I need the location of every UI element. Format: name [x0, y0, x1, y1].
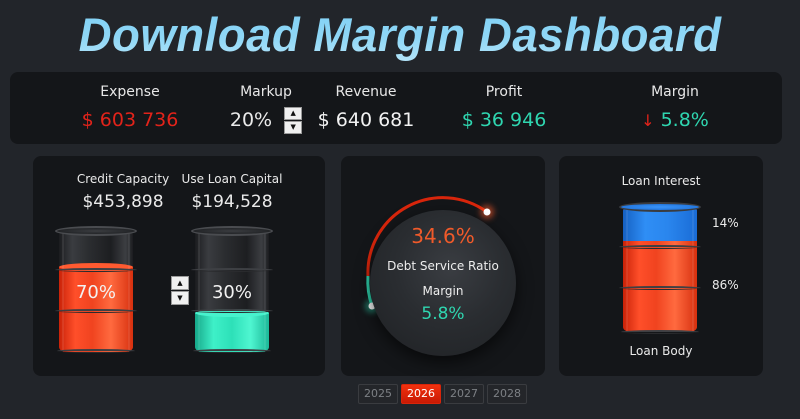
- markup-decrease-button[interactable]: ▼: [284, 121, 303, 134]
- capital-split-increase-button[interactable]: ▲: [171, 276, 189, 290]
- debt-service-ratio-value: 34.6%: [411, 224, 475, 248]
- revenue-value: $ 640 681: [317, 109, 415, 131]
- gauge-disc: [370, 210, 516, 356]
- dashboard-title: Download Margin Dashboard: [12, 6, 788, 64]
- gauge-panel: 34.6% Debt Service Ratio Margin 5.8%: [341, 156, 545, 376]
- loan-panel: Loan Interest 14% 86% Loan Body: [559, 156, 763, 376]
- margin-label: Margin: [651, 84, 699, 100]
- use-loan-capital-value: $194,528: [191, 192, 273, 212]
- arrow-down-icon: ↓: [641, 111, 655, 130]
- year-button-2025[interactable]: 2025: [358, 384, 398, 404]
- capital-split-stepper[interactable]: ▲ ▼: [171, 276, 189, 305]
- credit-capacity-label: Credit Capacity: [76, 172, 170, 186]
- kpi-profit: Profit $ 36 946: [444, 82, 564, 134]
- kpi-expense: Expense $ 603 736: [70, 82, 190, 134]
- kpi-markup: Markup 20% ▲ ▼: [206, 82, 326, 134]
- use-loan-capital-label: Use Loan Capital: [181, 172, 283, 186]
- expense-value: $ 603 736: [81, 109, 179, 131]
- profit-value: $ 36 946: [461, 109, 547, 131]
- loan-barrel: [619, 202, 701, 336]
- year-button-2026[interactable]: 2026: [401, 384, 441, 404]
- loan-interest-percent: 14%: [712, 216, 739, 230]
- caret-up-icon: ▲: [290, 109, 296, 117]
- markup-value: 20%: [229, 109, 273, 131]
- debt-service-ratio-label: Debt Service Ratio: [387, 259, 499, 273]
- caret-down-icon: ▼: [177, 293, 183, 302]
- margin-value: 5.8%: [660, 109, 709, 131]
- profit-label: Profit: [485, 84, 523, 100]
- markup-label: Markup: [240, 84, 292, 100]
- markup-increase-button[interactable]: ▲: [284, 107, 303, 120]
- expense-label: Expense: [100, 84, 160, 100]
- gauge-margin-value: 5.8%: [421, 304, 465, 324]
- credit-capacity-value: $453,898: [82, 192, 164, 212]
- caret-up-icon: ▲: [177, 278, 183, 287]
- loan-interest-label: Loan Interest: [621, 174, 701, 188]
- margin-row: ↓ 5.8%: [615, 106, 735, 134]
- loan-body-label: Loan Body: [629, 344, 693, 358]
- debt-service-gauge-ring: [365, 196, 494, 313]
- revenue-label: Revenue: [335, 84, 397, 100]
- gauge-end-marker: [483, 208, 491, 216]
- year-button-2028[interactable]: 2028: [487, 384, 527, 404]
- use-loan-capital-percent: 30%: [211, 282, 252, 303]
- caret-down-icon: ▼: [290, 123, 296, 131]
- markup-row: 20% ▲ ▼: [206, 106, 326, 134]
- year-button-2027[interactable]: 2027: [444, 384, 484, 404]
- kpi-margin: Margin ↓ 5.8%: [615, 82, 735, 134]
- use-loan-capital-barrel: 30%: [191, 226, 273, 356]
- markup-stepper[interactable]: ▲ ▼: [284, 107, 303, 134]
- credit-capacity-percent: 70%: [75, 282, 116, 303]
- kpi-bar: Expense $ 603 736 Markup 20% ▲ ▼ Revenue…: [10, 72, 782, 144]
- kpi-revenue: Revenue $ 640 681: [306, 82, 426, 134]
- loan-body-percent: 86%: [712, 278, 739, 292]
- credit-panel: Credit Capacity $453,898 Use Loan Capita…: [33, 156, 325, 376]
- gauge-margin-label: Margin: [422, 284, 464, 298]
- capital-split-decrease-button[interactable]: ▼: [171, 291, 189, 305]
- credit-capacity-barrel: 70%: [55, 226, 137, 356]
